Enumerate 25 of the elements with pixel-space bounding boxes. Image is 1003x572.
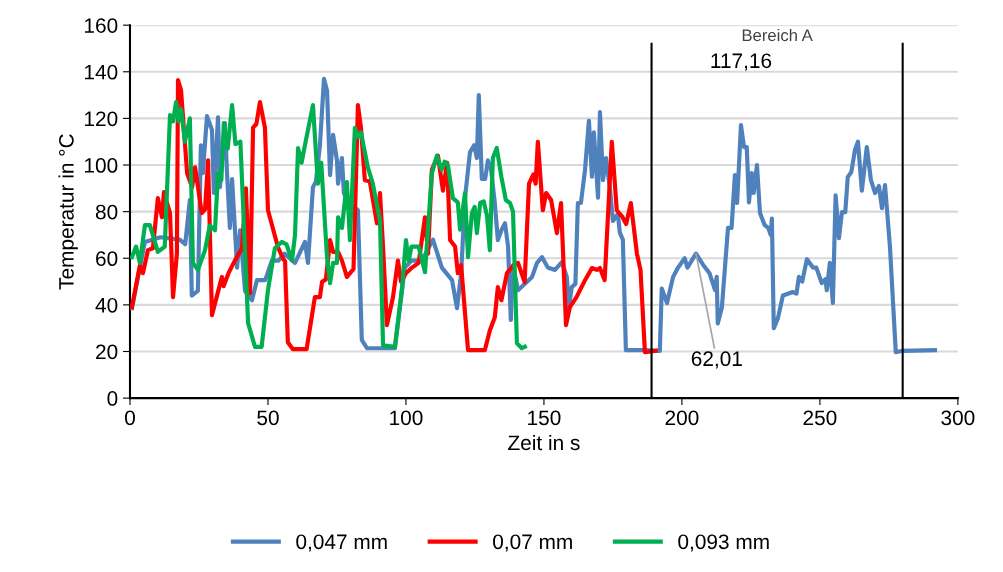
y-tick-label: 140 — [85, 64, 118, 80]
annotation: 117,16 — [711, 53, 772, 71]
y-tick-label: 20 — [96, 344, 118, 360]
line-series — [129, 100, 527, 351]
x-tick-label: 150 — [528, 410, 561, 426]
y-tick-label: 160 — [85, 18, 118, 33]
legend-label: 0,047 mm — [296, 534, 387, 552]
x-tick-label: 300 — [941, 410, 975, 426]
x-tick-label: 0 — [125, 410, 135, 426]
y-tick-label: 40 — [95, 297, 118, 313]
x-tick-label: 250 — [803, 410, 837, 426]
x-tick-label: 200 — [665, 410, 699, 426]
annotation: Bereich A — [742, 28, 813, 42]
legend-label: 0,07 mm — [493, 534, 572, 552]
y-tick-label: 120 — [85, 111, 118, 127]
x-tick-label: 100 — [390, 410, 423, 426]
legend-label: 0,093 mm — [678, 534, 769, 552]
y-axis-title: Temperatur in °C — [58, 134, 78, 290]
y-tick-label: 60 — [96, 251, 118, 267]
y-tick-label: 0 — [107, 391, 118, 406]
x-tick-label: 50 — [257, 410, 279, 426]
y-tick-label: 100 — [85, 158, 118, 173]
y-tick-label: 80 — [95, 204, 118, 220]
annotation: 62,01 — [691, 351, 742, 369]
x-axis-title: Zeit in s — [508, 434, 580, 451]
